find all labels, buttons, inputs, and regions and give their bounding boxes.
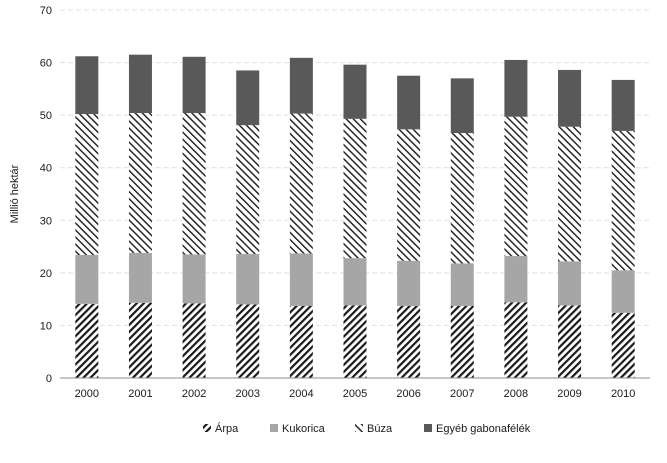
- x-tick-label: 2003: [235, 388, 259, 400]
- legend-label: Búza: [367, 423, 393, 435]
- legend-item: Kukorica: [270, 423, 326, 435]
- bar-segment--rpa-2005: [343, 305, 367, 378]
- bar-segment-egy-b-gabonaf-l-k-2003: [236, 70, 260, 126]
- bar-segment-kukorica-2007: [450, 263, 474, 306]
- y-axis-label: Millió hektár: [9, 164, 21, 223]
- y-tick-label: 50: [40, 110, 52, 122]
- x-tick-label: 2007: [450, 388, 474, 400]
- bar-segment-b-za-2010: [611, 130, 635, 271]
- bar-segment-egy-b-gabonaf-l-k-2008: [504, 59, 528, 117]
- x-tick-label: 2000: [75, 388, 99, 400]
- bar-segment-egy-b-gabonaf-l-k-2005: [343, 64, 367, 119]
- bar-segment-egy-b-gabonaf-l-k-2010: [611, 79, 635, 131]
- x-tick-label: 2010: [611, 388, 635, 400]
- x-tick-label: 2004: [289, 388, 313, 400]
- bar-segment-b-za-2001: [128, 113, 152, 253]
- bar-segment-egy-b-gabonaf-l-k-2000: [75, 56, 99, 115]
- bar-segment--rpa-2008: [504, 302, 528, 378]
- bar-segment--rpa-2009: [558, 305, 582, 378]
- legend-swatch: [424, 424, 432, 432]
- bar-segment--rpa-2000: [75, 303, 99, 378]
- legend-item: Árpa: [203, 422, 239, 435]
- bar-segment--rpa-2006: [397, 305, 421, 378]
- y-tick-label: 20: [40, 268, 52, 280]
- legend: Árpa Kukorica Búza Egyéb gabonafélék: [203, 422, 531, 435]
- bar-segment-b-za-2005: [343, 118, 367, 259]
- y-tick-label: 30: [40, 215, 52, 227]
- x-tick-label: 2005: [343, 388, 367, 400]
- legend-item: Egyéb gabonafélék: [424, 423, 531, 435]
- bar-segment--rpa-2007: [450, 305, 474, 378]
- bar-segment-b-za-2008: [504, 116, 528, 257]
- x-axis-ticks: 2000 2001 2002 2003 2004 2005 2006 2007 2008 2009…: [75, 388, 636, 400]
- bar-segment-b-za-2003: [236, 125, 260, 254]
- bar-segment-kukorica-2003: [236, 253, 260, 305]
- legend-item: Búza: [355, 423, 393, 435]
- bar-segment-kukorica-2010: [611, 270, 635, 313]
- x-tick-label: 2002: [182, 388, 206, 400]
- y-tick-label: 0: [46, 373, 52, 385]
- bar-segment--rpa-2002: [182, 303, 206, 378]
- bar-segment--rpa-2004: [289, 305, 313, 378]
- legend-swatch: [355, 424, 363, 432]
- bar-segment-egy-b-gabonaf-l-k-2001: [128, 54, 152, 114]
- x-tick-label: 2006: [396, 388, 420, 400]
- legend-swatch: [203, 424, 211, 432]
- bar-segment-egy-b-gabonaf-l-k-2009: [558, 69, 582, 127]
- y-tick-label: 10: [40, 320, 52, 332]
- y-tick-label: 40: [40, 163, 52, 175]
- y-tick-label: 70: [40, 5, 52, 17]
- bar-segment--rpa-2003: [236, 304, 260, 378]
- legend-swatch: [270, 424, 278, 432]
- bar-segment-kukorica-2009: [558, 261, 582, 306]
- bar-segment-kukorica-2006: [397, 260, 421, 306]
- bar-segment-kukorica-2001: [128, 252, 152, 303]
- legend-label: Árpa: [215, 422, 239, 435]
- bar-segment-kukorica-2000: [75, 254, 99, 304]
- bars: [75, 54, 635, 378]
- y-tick-label: 60: [40, 58, 52, 70]
- bar-segment-egy-b-gabonaf-l-k-2002: [182, 56, 206, 114]
- bar-segment-kukorica-2005: [343, 258, 367, 306]
- bar-segment-b-za-2004: [289, 113, 313, 254]
- legend-label: Kukorica: [282, 423, 326, 435]
- bar-segment-kukorica-2008: [504, 256, 528, 303]
- bar-segment-b-za-2009: [558, 126, 582, 262]
- bar-segment-b-za-2000: [75, 114, 99, 255]
- bar-segment-egy-b-gabonaf-l-k-2007: [450, 78, 474, 134]
- y-axis-ticks: 0 10 20 30 40 50 60 70: [40, 5, 52, 385]
- bar-segment-egy-b-gabonaf-l-k-2004: [289, 57, 313, 114]
- x-tick-label: 2009: [557, 388, 581, 400]
- bar-segment-kukorica-2004: [289, 253, 313, 306]
- legend-label: Egyéb gabonafélék: [436, 423, 531, 435]
- bar-segment-b-za-2007: [450, 133, 474, 264]
- x-tick-label: 2001: [128, 388, 152, 400]
- bar-segment--rpa-2001: [128, 302, 152, 378]
- bar-segment-b-za-2006: [397, 129, 421, 261]
- bar-segment-kukorica-2002: [182, 254, 206, 304]
- gridlines: [60, 9, 650, 326]
- bar-segment-b-za-2002: [182, 113, 206, 255]
- bar-segment--rpa-2010: [611, 312, 635, 378]
- x-tick-label: 2008: [504, 388, 528, 400]
- bar-segment-egy-b-gabonaf-l-k-2006: [397, 75, 421, 130]
